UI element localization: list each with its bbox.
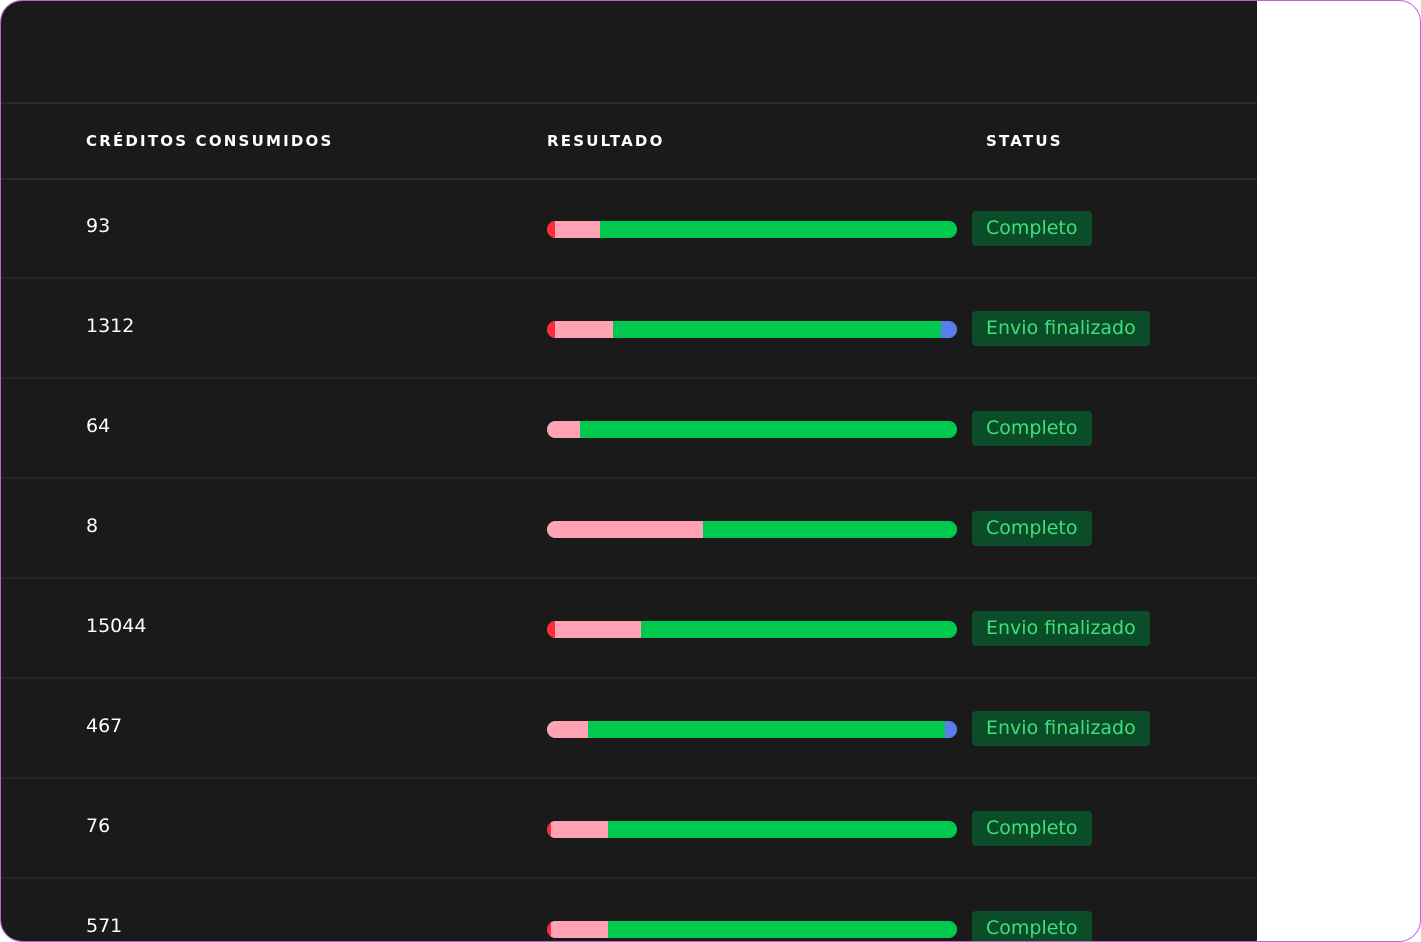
status-badge: Envio finalizado: [972, 311, 1150, 346]
result-segment-success: [588, 721, 945, 738]
table-row[interactable]: 571 Completo: [1, 879, 1257, 941]
result-segment-invalid: [555, 621, 642, 638]
status-badge: Completo: [972, 211, 1092, 246]
result-segment-error: [547, 321, 556, 338]
result-bar: [547, 221, 957, 238]
table-row[interactable]: 64 Completo: [1, 379, 1257, 479]
credits-value: 93: [86, 215, 111, 237]
credits-value: 64: [86, 415, 111, 437]
credits-value: 8: [86, 515, 99, 537]
table-row[interactable]: 15044 Envio finalizado: [1, 579, 1257, 679]
table-row[interactable]: 1312 Envio finalizado: [1, 279, 1257, 379]
result-segment-success: [612, 321, 941, 338]
table-row[interactable]: 93 Completo: [1, 179, 1257, 279]
result-bar: [547, 521, 957, 538]
result-bar: [547, 421, 957, 438]
table-row[interactable]: 76 Completo: [1, 779, 1257, 879]
result-segment-success: [608, 821, 957, 838]
header-credits: CRÉDITOS CONSUMIDOS: [86, 132, 334, 150]
status-badge: Completo: [972, 811, 1092, 846]
result-bar: [547, 621, 957, 638]
status-badge: Completo: [972, 411, 1092, 446]
result-segment-error: [547, 221, 556, 238]
result-segment-pending: [944, 721, 957, 738]
result-segment-invalid: [555, 321, 613, 338]
result-segment-invalid: [555, 221, 601, 238]
result-segment-success: [608, 921, 957, 938]
credits-value: 1312: [86, 315, 135, 337]
table-row[interactable]: 8 Completo: [1, 479, 1257, 579]
result-segment-invalid: [551, 821, 609, 838]
result-segment-success: [702, 521, 957, 538]
credits-value: 15044: [86, 615, 147, 637]
result-segment-error: [547, 621, 556, 638]
result-segment-pending: [940, 321, 957, 338]
result-bar: [547, 721, 957, 738]
result-segment-invalid: [547, 721, 588, 738]
result-bar: [547, 321, 957, 338]
status-badge: Envio finalizado: [972, 611, 1150, 646]
result-segment-success: [600, 221, 957, 238]
table-body: 93 Completo 1312 Envio finalizado 64 Com…: [1, 179, 1257, 941]
header-status: STATUS: [986, 132, 1063, 150]
result-segment-success: [579, 421, 957, 438]
result-segment-invalid: [547, 521, 703, 538]
result-segment-invalid: [547, 421, 580, 438]
panel-top-area: [1, 1, 1257, 104]
result-bar: [547, 921, 957, 938]
result-bar: [547, 821, 957, 838]
table-header: CRÉDITOS CONSUMIDOS RESULTADO STATUS: [1, 104, 1257, 180]
result-segment-success: [641, 621, 957, 638]
table-row[interactable]: 467 Envio finalizado: [1, 679, 1257, 779]
status-badge: Completo: [972, 911, 1092, 941]
header-result: RESULTADO: [547, 132, 665, 150]
result-segment-invalid: [551, 921, 609, 938]
result-segment-error: [547, 821, 552, 838]
status-badge: Completo: [972, 511, 1092, 546]
status-badge: Envio finalizado: [972, 711, 1150, 746]
credits-value: 571: [86, 915, 123, 937]
credits-value: 76: [86, 815, 111, 837]
result-segment-error: [547, 921, 552, 938]
campaign-table-panel: CRÉDITOS CONSUMIDOS RESULTADO STATUS 93 …: [1, 1, 1257, 941]
credits-value: 467: [86, 715, 123, 737]
